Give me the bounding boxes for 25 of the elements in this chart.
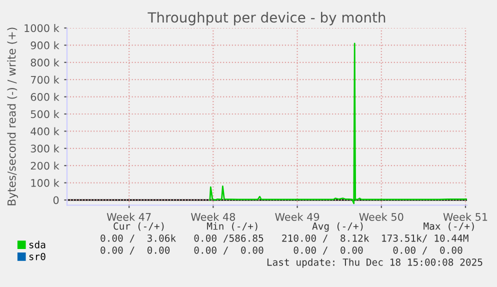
legend-label: sda [29, 240, 46, 248]
x-tick-label: Week 50 [359, 212, 404, 221]
text: 0.00 / 3.06k 0.00 /586.85 210.00 / 8.12k 173.51k/ 10.44M [100, 234, 468, 243]
text: Cur (-/+) Min (-/+) Avg (-/+) Max (-/+) [114, 222, 474, 232]
y-tick-label: 600 k [30, 92, 60, 101]
x-tick-label: Week 51 [443, 212, 488, 221]
text: 0.00 / 0.00 0.00 / 0.00 0.00 / 0.00 0.00 / 0.00 [100, 246, 462, 255]
y-tick-label: 500 k [30, 110, 60, 118]
y-tick-label: 400 k [30, 127, 60, 136]
chart-title: Throughput per device - by month [148, 12, 386, 26]
text: Last update: Thu Dec 18 15:00:08 2025 [267, 258, 482, 268]
y-axis-title: Bytes/second read (-) / write (+) [7, 28, 18, 206]
line-series [209, 42, 467, 204]
x-tick-label: Week 47 [106, 212, 151, 221]
x-tick-label: Week 48 [190, 212, 236, 221]
y-tick-label: 1000 k [24, 24, 60, 32]
y-tick-label: 900 k [30, 41, 60, 50]
legend-label: sr0 [29, 252, 46, 260]
y-tick-label: 200 k [30, 162, 60, 170]
y-tick-label: 300 k [30, 144, 60, 153]
x-tick-label: Week 49 [275, 212, 320, 221]
y-tick-label: 700 k [30, 76, 60, 84]
y-tick-label: 0 [53, 196, 59, 204]
y-tick-label: 800 k [30, 58, 60, 67]
y-tick-label: 100 k [31, 178, 60, 187]
